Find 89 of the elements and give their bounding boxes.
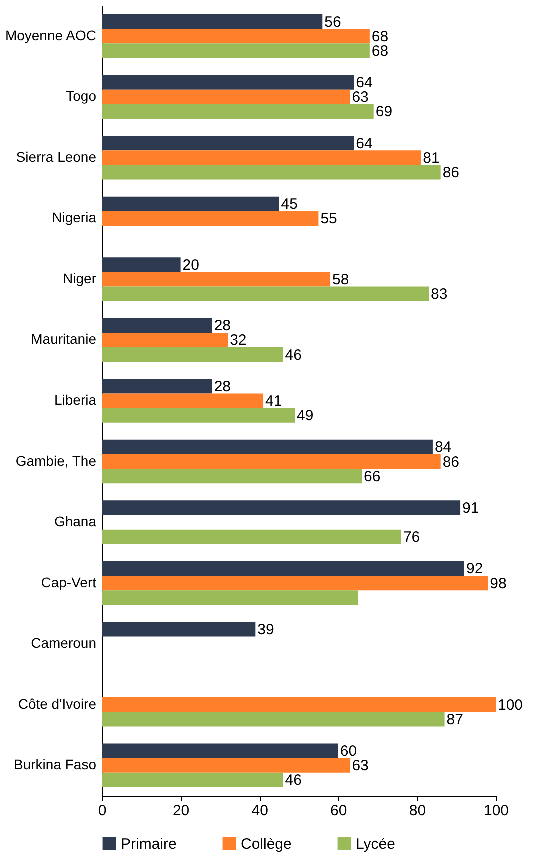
bar (102, 258, 181, 272)
bar (102, 44, 370, 58)
data-label: 91 (462, 500, 480, 517)
data-label: 68 (372, 42, 389, 60)
bar (102, 440, 433, 454)
data-label: 56 (324, 14, 342, 31)
bar (102, 379, 212, 394)
bar (102, 272, 331, 287)
y-tick-label: Burkina Faso (14, 756, 97, 773)
y-tick-label: Moyenne AOC (5, 27, 96, 44)
x-tick-label: 0 (98, 802, 107, 820)
y-tick-label: Côte d'Ivoire (18, 696, 97, 712)
data-label: 92 (466, 560, 484, 578)
bar (102, 136, 354, 151)
data-label: 76 (403, 529, 420, 546)
data-label: 98 (490, 575, 507, 592)
bar (102, 469, 362, 484)
data-label: 32 (230, 332, 247, 350)
data-label: 63 (352, 758, 369, 775)
y-tick-label: Liberia (54, 392, 97, 408)
bar (102, 14, 323, 30)
bar (102, 561, 464, 576)
data-label: 86 (442, 164, 460, 182)
data-label: 41 (266, 393, 282, 410)
bar (102, 530, 402, 544)
data-label: 60 (340, 743, 358, 760)
y-tick-label: Mauritanie (31, 331, 97, 348)
bar (102, 712, 445, 727)
bar (102, 150, 422, 166)
y-tick-label: Gambie, The (16, 452, 97, 469)
data-label: 66 (364, 468, 381, 486)
x-tick-label: 100 (484, 802, 510, 820)
data-label: 63 (352, 89, 369, 106)
bar (102, 90, 350, 104)
data-label: 55 (320, 210, 338, 228)
legend-label: Primaire (121, 836, 177, 853)
data-label: 69 (376, 104, 393, 121)
y-tick-label: Nigeria (52, 210, 97, 226)
data-label: 28 (214, 378, 232, 396)
bar (102, 211, 319, 226)
bar (102, 772, 284, 788)
data-label: 100 (498, 696, 524, 714)
bar (102, 318, 212, 333)
x-tick-label: 20 (172, 802, 190, 820)
legend-label: Collège (241, 836, 292, 853)
bar (102, 590, 358, 606)
bar (102, 75, 354, 90)
data-label: 86 (442, 454, 460, 471)
legend-label: Lycée (356, 836, 396, 853)
bar (102, 196, 280, 212)
data-label: 64 (356, 135, 373, 152)
data-label: 87 (446, 711, 464, 728)
y-tick-label: Ghana (54, 514, 97, 530)
y-tick-label: Sierra Leone (16, 148, 97, 165)
bar (102, 104, 374, 120)
y-tick-label: Cap-Vert (41, 574, 97, 590)
bar (102, 348, 284, 362)
data-label: 64 (356, 74, 373, 92)
bar (102, 165, 441, 180)
bar (102, 408, 296, 423)
data-label: 46 (285, 346, 302, 364)
bar (102, 29, 370, 44)
bar (102, 698, 496, 712)
data-label: 28 (214, 318, 232, 335)
data-label: 83 (431, 286, 448, 304)
data-label: 58 (332, 271, 350, 288)
data-label: 84 (434, 439, 452, 456)
data-label: 45 (281, 196, 298, 214)
data-label: 20 (182, 256, 200, 274)
bar (102, 758, 350, 773)
data-label: 46 (285, 772, 302, 790)
bar (102, 394, 264, 408)
bar (102, 500, 461, 516)
y-tick-label: Togo (66, 88, 97, 104)
bar (102, 286, 430, 302)
data-label: 39 (258, 621, 274, 638)
bar (102, 332, 228, 348)
y-tick-label: Niger (63, 270, 97, 286)
bar (102, 576, 488, 591)
x-tick-label: 80 (409, 802, 426, 820)
x-tick-label: 40 (252, 802, 268, 820)
x-tick-label: 60 (330, 802, 348, 820)
data-label: 81 (423, 150, 440, 167)
y-tick-label: Cameroun (31, 635, 96, 652)
bar (102, 744, 338, 758)
bar (102, 622, 256, 637)
data-label: 68 (372, 28, 389, 46)
data-label: 49 (297, 408, 314, 425)
bar (102, 454, 441, 470)
